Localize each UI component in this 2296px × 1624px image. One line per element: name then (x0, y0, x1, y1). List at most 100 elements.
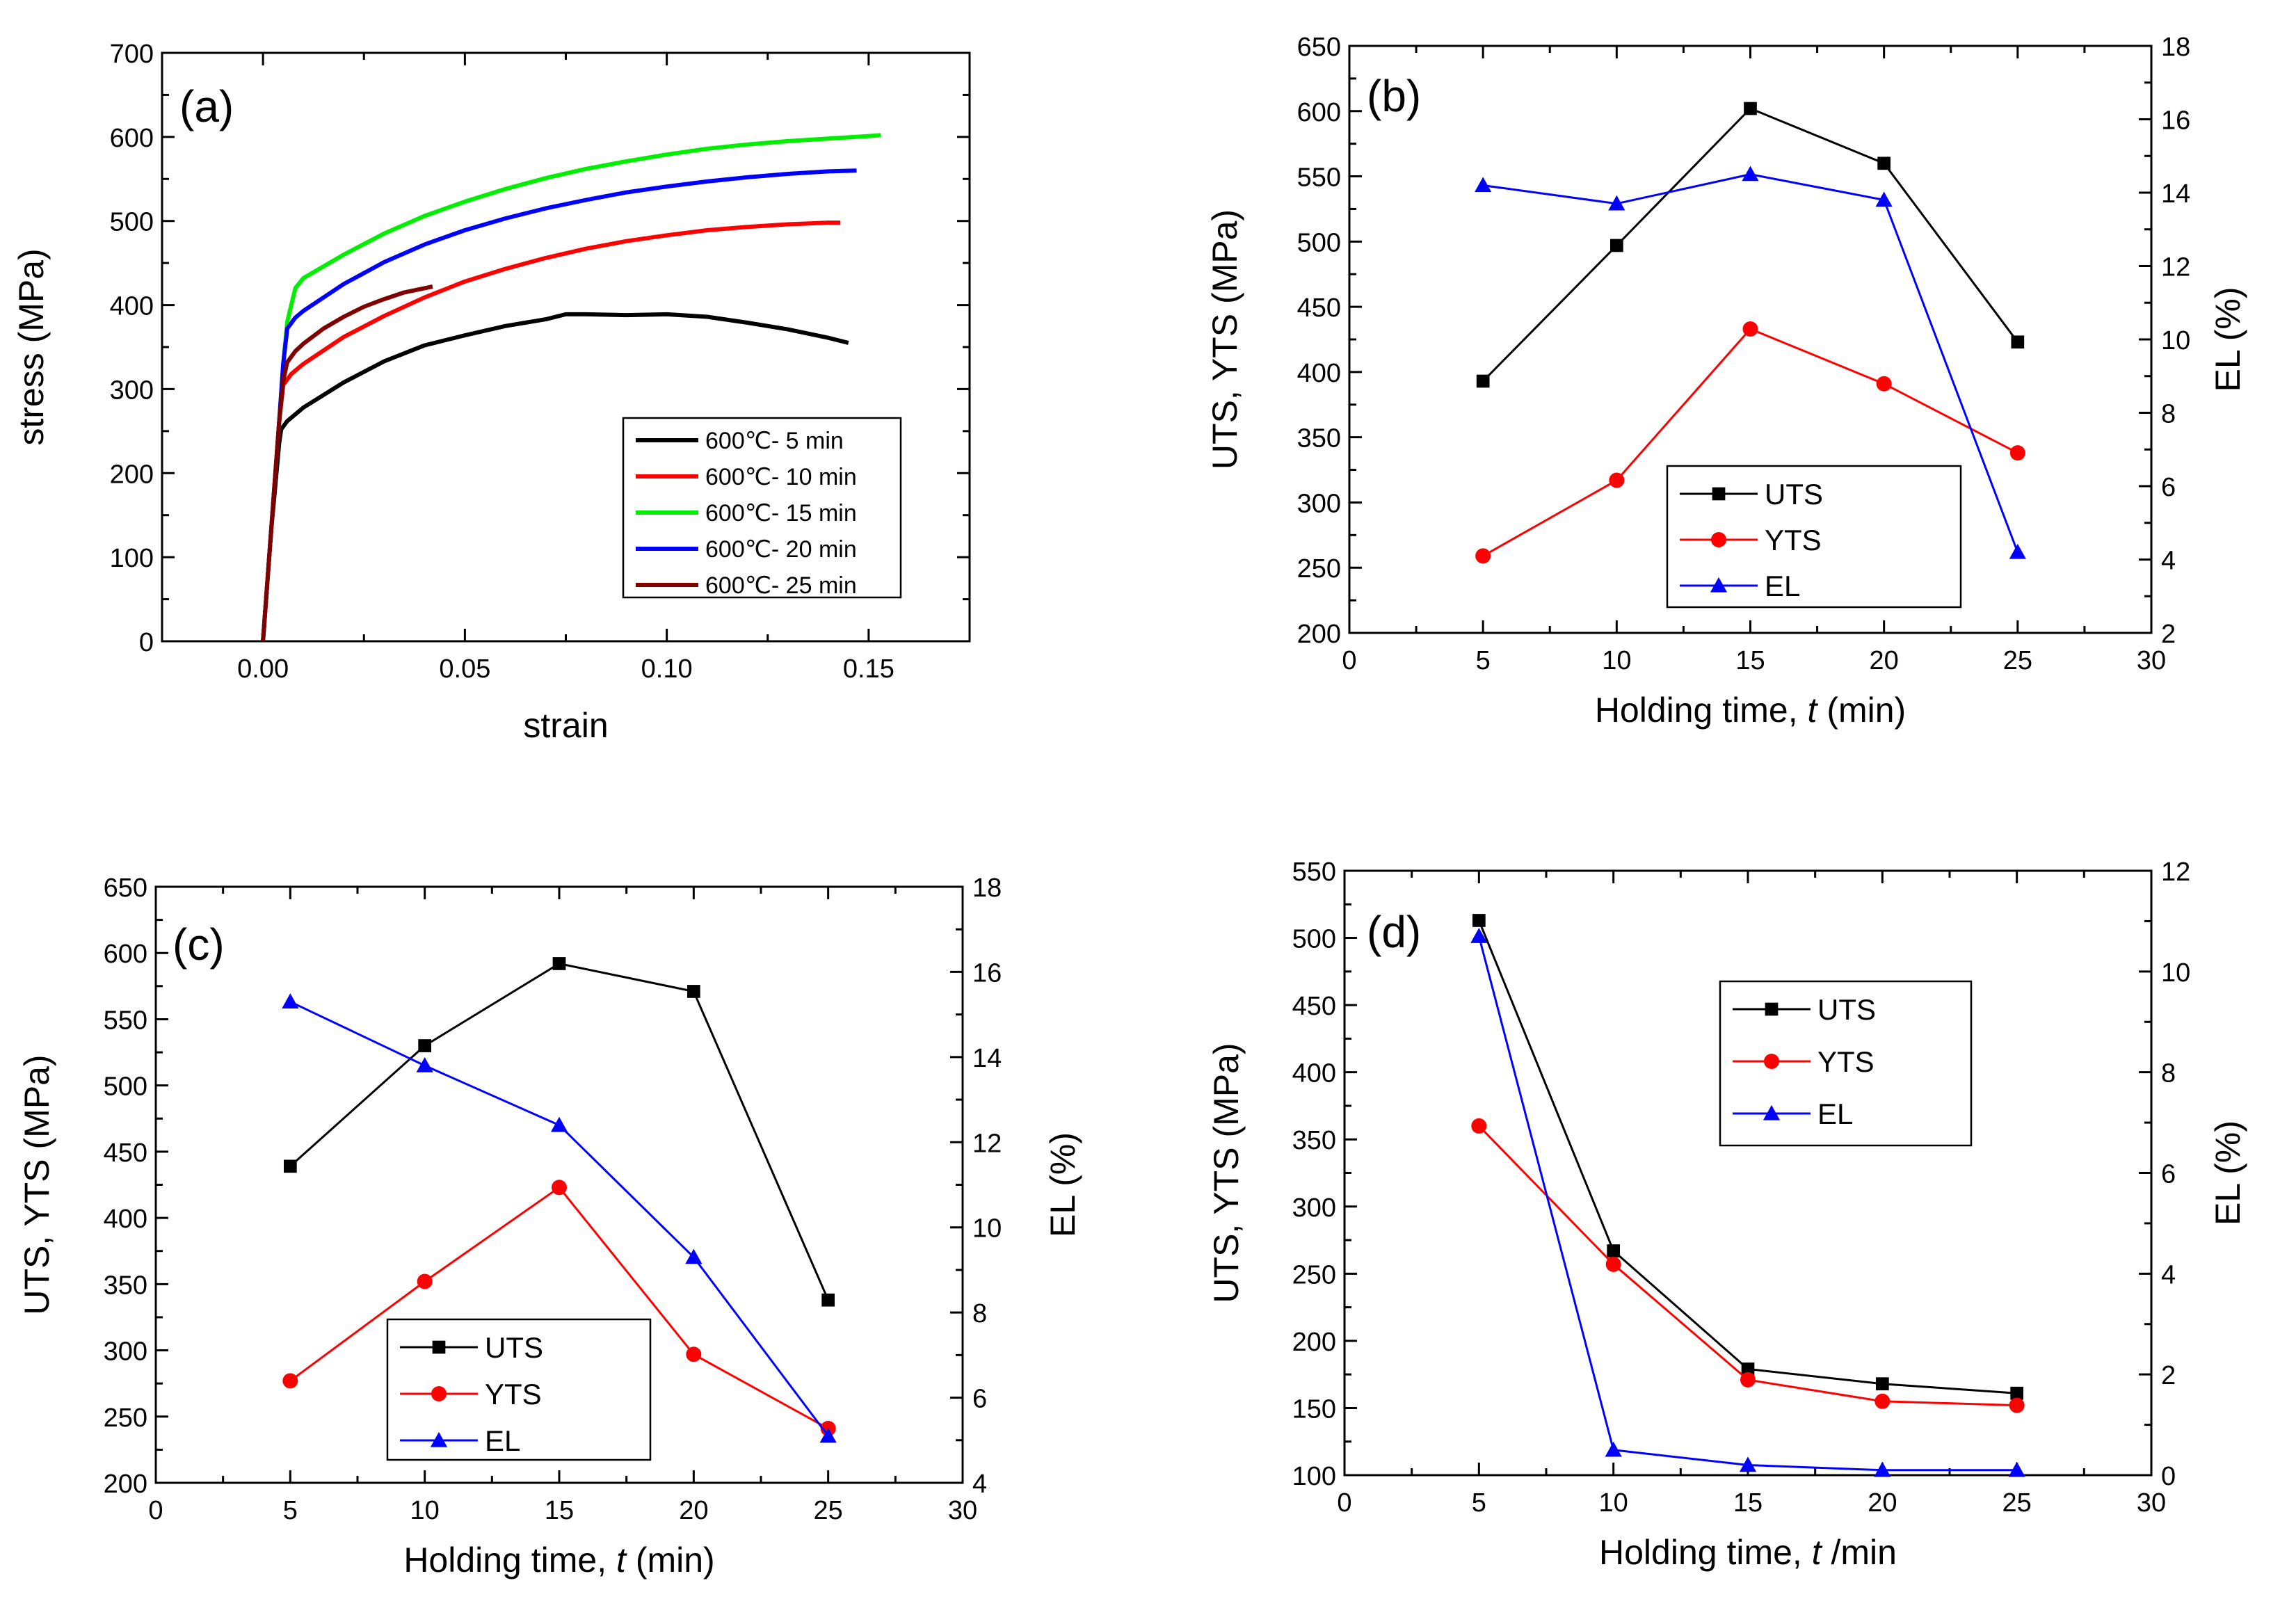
x-tick-label: 25 (814, 1496, 843, 1525)
y-tick-label: 200 (110, 460, 154, 489)
data-point-triangle (1874, 1461, 1891, 1477)
y-tick-label: 150 (1292, 1394, 1336, 1424)
legend-label: EL (485, 1424, 520, 1457)
y-right-tick-label: 2 (2161, 620, 2176, 649)
data-point-square (1609, 239, 1623, 252)
y-tick-label: 600 (104, 940, 147, 969)
y-tick-label: 650 (1297, 33, 1341, 62)
legend-label: EL (1817, 1098, 1853, 1130)
x-axis-title-part: Holding time, (1599, 1533, 1812, 1572)
legend-label: 600℃- 5 min (705, 428, 844, 454)
data-point-triangle (430, 1431, 448, 1447)
x-tick-label: 10 (1602, 646, 1631, 675)
y-tick-label: 450 (1292, 992, 1336, 1021)
x-tick-label: 0.10 (641, 654, 693, 684)
x-tick-label: 20 (1870, 646, 1899, 675)
y-right-axis-title: EL (%) (2208, 1120, 2247, 1225)
y-tick-label: 250 (1297, 554, 1341, 584)
data-point-circle (417, 1273, 433, 1289)
legend: UTS YTS EL (386, 1318, 652, 1461)
data-point-triangle (685, 1248, 703, 1264)
x-tick-label: 5 (1476, 646, 1491, 675)
legend-label: 600℃- 25 min (705, 572, 857, 599)
panel-label: (a) (179, 81, 234, 131)
legend-label: YTS (1817, 1045, 1874, 1078)
y-right-tick-label: 8 (972, 1299, 987, 1328)
y-axis-title: UTS, YTS (MPa) (1205, 209, 1244, 469)
y-tick-label: 550 (1292, 858, 1336, 887)
y-right-tick-label: 4 (972, 1470, 987, 1499)
y-right-tick-label: 12 (2161, 858, 2190, 887)
legend-label: YTS (485, 1378, 542, 1410)
x-axis-title-part: t (616, 1541, 627, 1579)
panel-label: (b) (1367, 71, 1421, 121)
y-right-tick-label: 4 (2161, 1260, 2176, 1289)
y-right-tick-label: 8 (2161, 400, 2176, 429)
legend: 600℃- 5 min 600℃- 10 min 600℃- 15 min 600℃-… (622, 417, 902, 599)
x-axis-title-part: /min (1822, 1533, 1897, 1572)
data-point-square (2010, 1386, 2024, 1400)
y-tick-label: 450 (104, 1139, 147, 1168)
data-point-square (1607, 1244, 1621, 1257)
y-tick-label: 500 (1292, 925, 1336, 954)
y-tick-label: 500 (104, 1072, 147, 1102)
x-tick-label: 25 (2002, 1488, 2032, 1518)
chart-panel-3: 0 5 10 15 20 25 30 200 250 300 350 400 450 500 550 600 6… (17, 874, 1082, 1579)
panel-label: (d) (1367, 907, 1421, 957)
data-point-square (432, 1340, 446, 1354)
data-point-triangle (1739, 1456, 1757, 1472)
data-point-triangle (2008, 1461, 2025, 1477)
chart-panel-1: 0.00 0.05 0.10 0.15 0 100 200 300 400 500 600 700 st… (12, 40, 971, 745)
x-tick-label: 0 (1342, 646, 1356, 675)
y-right-tick-label: 18 (972, 874, 1002, 903)
x-tick-label: 0.15 (843, 654, 894, 684)
data-point-circle (552, 1180, 567, 1196)
y-tick-label: 500 (1297, 228, 1341, 257)
y-tick-label: 200 (104, 1470, 147, 1499)
data-point-circle (1471, 1118, 1487, 1134)
x-tick-label: 5 (283, 1496, 298, 1525)
chart-panel-2: 0 5 10 15 20 25 30 200 250 300 350 400 450 500 550 600 6… (1205, 33, 2247, 730)
y-tick-label: 400 (1297, 359, 1341, 388)
y-right-tick-label: 10 (972, 1214, 1002, 1244)
x-tick-label: 20 (679, 1496, 708, 1525)
chart-panel-4: 0 5 10 15 20 25 301001502002503003504004505005… (1207, 858, 2247, 1572)
data-point-square (1476, 374, 1490, 388)
data-point-circle (686, 1346, 702, 1362)
data-point-square (687, 985, 700, 998)
x-axis-title-part: Holding time, (403, 1541, 616, 1579)
y-right-tick-label: 2 (2161, 1361, 2176, 1390)
x-axis-title-part: (min) (1817, 691, 1906, 730)
x-tick-label: 25 (2003, 646, 2032, 675)
y-tick-label: 350 (1292, 1126, 1336, 1155)
x-axis-title-part: t (1808, 691, 1819, 730)
x-tick-label: 5 (1472, 1488, 1486, 1518)
y-tick-label: 350 (104, 1271, 147, 1300)
legend-box (622, 417, 902, 599)
legend: UTS YTS EL (1719, 980, 1973, 1147)
data-point-square (418, 1039, 432, 1052)
y-tick-label: 200 (1297, 620, 1341, 649)
y-right-tick-label: 12 (2161, 253, 2190, 282)
y-right-tick-label: 6 (2161, 473, 2176, 502)
y-axis-title: UTS, YTS (MPa) (1207, 1043, 1246, 1303)
data-point-triangle (1608, 195, 1625, 211)
y-tick-label: 400 (110, 292, 154, 321)
y-tick-label: 100 (110, 544, 154, 573)
legend-label: 600℃- 15 min (705, 500, 857, 526)
data-point-square (1877, 156, 1891, 170)
y-right-tick-label: 0 (2161, 1462, 2176, 1491)
data-point-square (1875, 1377, 1889, 1391)
data-point-circle (1711, 532, 1726, 547)
data-point-circle (1874, 1393, 1890, 1409)
data-point-square (821, 1293, 835, 1307)
x-tick-label: 20 (1868, 1488, 1897, 1518)
y-right-tick-label: 18 (2161, 33, 2190, 62)
y-tick-label: 350 (1297, 424, 1341, 453)
data-point-triangle (1742, 166, 1759, 182)
y-axis-title: UTS, YTS (MPa) (17, 1054, 56, 1315)
y-tick-label: 400 (104, 1205, 147, 1234)
data-point-square (1741, 1362, 1755, 1376)
data-point-circle (1605, 1256, 1621, 1272)
y-tick-label: 600 (110, 124, 154, 153)
